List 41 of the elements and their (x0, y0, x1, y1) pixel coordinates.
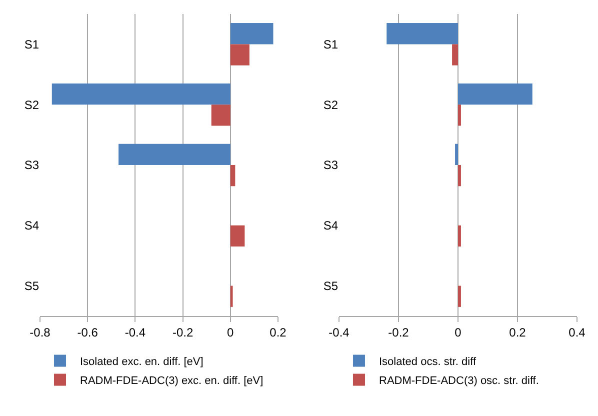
bar (458, 165, 461, 186)
bar (458, 286, 461, 307)
bar (230, 23, 274, 44)
bar (458, 225, 461, 247)
bar (230, 44, 250, 66)
y-tick-label: S1 (323, 37, 338, 52)
y-tick-label: S4 (323, 218, 338, 233)
y-tick-label: S4 (24, 218, 40, 233)
bar (455, 144, 458, 165)
x-tick-label: -0.2 (388, 325, 410, 340)
x-tick-label: 0.4 (568, 325, 586, 340)
bar (52, 83, 230, 105)
y-tick-label: S1 (24, 37, 40, 52)
x-tick-label: -0.2 (172, 325, 194, 340)
y-tick-label: S3 (24, 158, 40, 172)
y-tick-label: S5 (24, 279, 40, 293)
bar (118, 144, 230, 165)
x-tick-label: 0.2 (270, 325, 287, 340)
bar (230, 225, 245, 247)
x-tick-label: -0.4 (124, 325, 146, 340)
bar (386, 23, 458, 44)
x-tick-label: 0 (227, 325, 234, 340)
legend-label: Isolated exc. en. diff. [eV] (80, 356, 204, 368)
y-tick-label: S2 (24, 98, 40, 112)
legend-label: RADM-FDE-ADC(3) osc. str. diff. (379, 374, 539, 387)
x-tick-label: 0 (454, 325, 462, 340)
bar (230, 286, 233, 307)
y-tick-label: S5 (323, 279, 338, 293)
legend-label: RADM-FDE-ADC(3) exc. en. diff. [eV] (80, 374, 264, 387)
x-tick-label: -0.6 (77, 325, 98, 340)
bar (458, 83, 532, 105)
y-tick-label: S2 (323, 98, 338, 112)
bar (230, 165, 236, 186)
legend-label: Isolated ocs. str. diff (379, 356, 477, 368)
x-tick-label: -0.8 (30, 325, 51, 340)
bar (458, 104, 461, 126)
bar (452, 44, 458, 66)
bar (211, 104, 230, 126)
x-tick-label: 0.2 (509, 325, 526, 340)
y-tick-label: S3 (323, 158, 338, 172)
x-tick-label: -0.4 (328, 325, 350, 340)
